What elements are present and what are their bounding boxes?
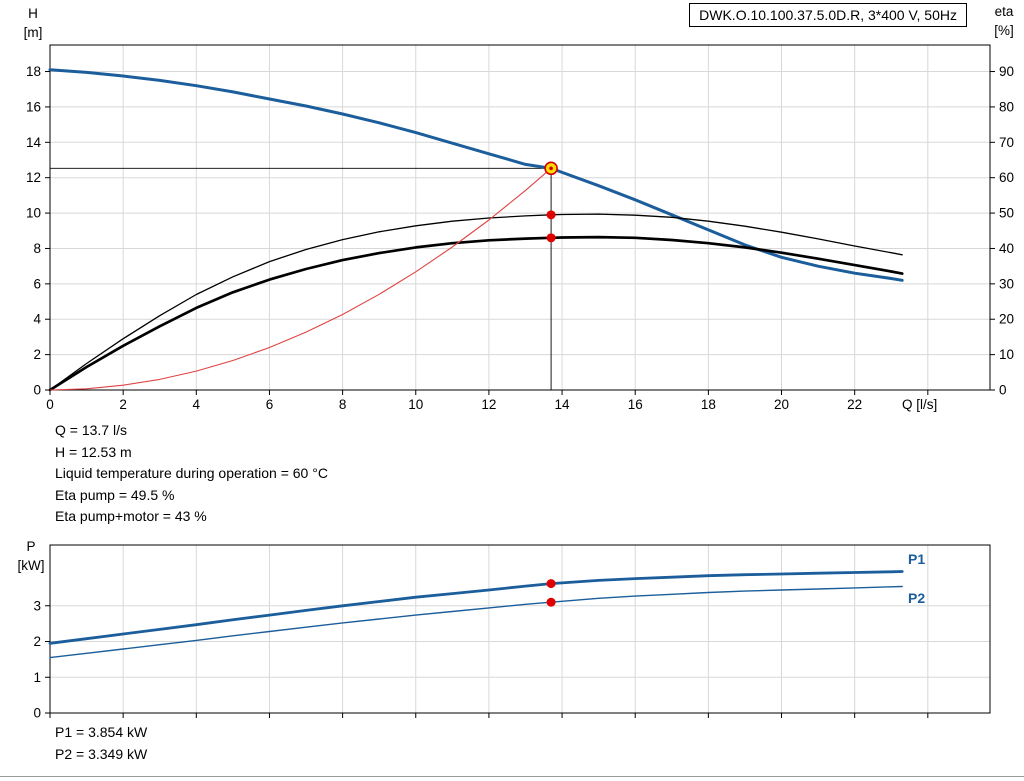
y-tick-label-left: 0	[33, 383, 41, 398]
y-tick-label-left: 0	[33, 706, 41, 721]
y-tick-label-left: 4	[33, 312, 41, 327]
x-tick-label: 6	[266, 397, 274, 412]
y-tick-label-left: 14	[26, 135, 42, 150]
series-P2-curve	[49, 585, 903, 659]
p2-duty-point	[546, 597, 556, 607]
x-tick-label: 0	[46, 397, 54, 412]
p1-curve-label: P1	[908, 551, 926, 567]
eta-pump-point	[546, 210, 556, 220]
y-tick-label-right: 80	[999, 99, 1014, 114]
y-tick-label-left: 18	[26, 64, 41, 79]
eta-pump-motor-point	[546, 233, 556, 243]
hq-eta-chart: 0 2 4 6 8 10 12 14 16 18 20 22 0 2 4 6 8 10 12 14 16 18 0 10 20 3…	[26, 44, 1014, 412]
y-tick-label-left: 10	[26, 206, 41, 221]
y-tick-label-right: 50	[999, 206, 1014, 221]
x-tick-label: 12	[481, 397, 496, 412]
series-eta-pump-motor-curve	[48, 235, 904, 392]
x-tick-label: 10	[408, 397, 423, 412]
eta-axis-title: eta [%]	[981, 2, 1024, 40]
power-results: P1 = 3.854 kW P2 = 3.349 kW	[55, 722, 147, 765]
duty-point-center	[549, 166, 553, 171]
series-H-curve	[48, 68, 904, 282]
result-p2: P2 = 3.349 kW	[55, 745, 148, 762]
x-tick-label: 18	[701, 397, 716, 412]
result-eta-pump-motor: Eta pump+motor = 43 %	[55, 508, 207, 524]
h-axis-title-line2: [m]	[23, 25, 43, 40]
x-tick-label: 22	[847, 397, 862, 412]
y-tick-label-left: 3	[33, 598, 41, 613]
eta-axis-title-line1: eta	[994, 4, 1014, 19]
result-liquid-temp: Liquid temperature during operation = 60…	[55, 465, 328, 481]
y-tick-label-right: 40	[999, 241, 1014, 256]
p-axis-title: P [kW]	[8, 537, 54, 575]
x-tick-label: 14	[555, 397, 571, 412]
p1-duty-point	[546, 579, 556, 589]
y-tick-label-left: 1	[33, 670, 41, 685]
result-h: H = 12.53 m	[55, 443, 132, 460]
eta-axis-title-line2: [%]	[994, 23, 1014, 38]
y-tick-label-left: 2	[33, 347, 41, 362]
p-axis-title-line1: P	[26, 539, 36, 554]
p2-curve-label: P2	[908, 590, 926, 606]
y-tick-label-left: 16	[26, 99, 41, 114]
x-tick-label: 4	[193, 397, 201, 412]
pump-type-title-box: DWK.O.10.100.37.5.0D.R, 3*400 V, 50Hz	[689, 3, 967, 27]
x-tick-label: 2	[119, 397, 127, 412]
y-tick-label-right: 20	[999, 312, 1014, 327]
result-q: Q = 13.7 l/s	[55, 422, 127, 438]
h-axis-title-line1: H	[28, 6, 38, 21]
p-axis-title-line2: [kW]	[17, 558, 45, 573]
y-tick-label-right: 90	[999, 64, 1014, 79]
y-tick-label-right: 70	[999, 135, 1014, 150]
x-tick-label: 20	[774, 397, 789, 412]
y-tick-label-right: 10	[999, 347, 1014, 362]
h-axis-title: H [m]	[10, 4, 56, 42]
x-tick-label: 8	[339, 397, 347, 412]
series-P1-curve	[48, 570, 904, 645]
y-tick-label-left: 12	[26, 170, 41, 185]
series-system-curve	[49, 167, 552, 391]
power-chart: 0 1 2 3	[33, 544, 991, 721]
bottom-divider	[0, 776, 1024, 777]
y-tick-label-left: 8	[33, 241, 41, 256]
plot-border	[49, 44, 991, 391]
result-p1: P1 = 3.854 kW	[55, 724, 148, 740]
q-axis-label: Q [l/s]	[902, 397, 938, 412]
plot-border	[49, 544, 991, 714]
duty-point-results: Q = 13.7 l/s H = 12.53 m Liquid temperat…	[55, 420, 328, 528]
y-tick-label-left: 2	[33, 634, 41, 649]
y-tick-label-right: 0	[999, 383, 1007, 398]
result-eta-pump: Eta pump = 49.5 %	[55, 486, 175, 503]
y-tick-label-right: 30	[999, 276, 1014, 291]
series-eta-pump-curve	[49, 213, 903, 391]
y-tick-label-left: 6	[33, 276, 41, 291]
y-tick-label-right: 60	[999, 170, 1014, 185]
x-tick-label: 16	[628, 397, 643, 412]
